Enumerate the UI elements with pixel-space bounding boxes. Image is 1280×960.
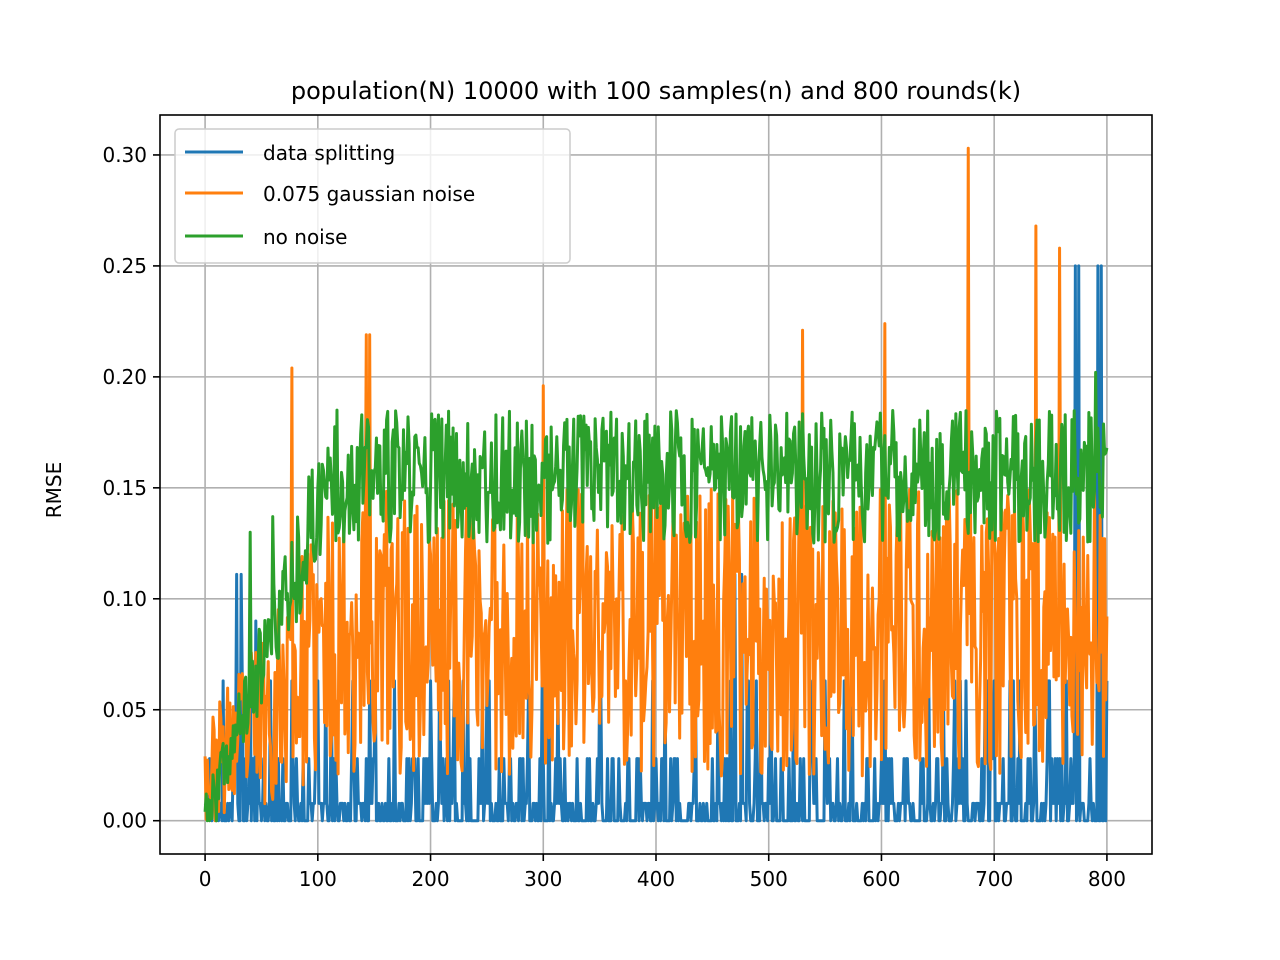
y-tick-label: 0.10 xyxy=(102,587,147,611)
series-lines xyxy=(203,146,1109,823)
axis-ticks: 0 100 200 300 400 500 600 700 800 0.00 0.05 0.10 0.1… xyxy=(102,143,1126,891)
legend-label-no-noise: no noise xyxy=(263,225,347,249)
series-line-no-noise xyxy=(203,370,1109,823)
x-tick-label: 600 xyxy=(862,867,900,891)
y-tick-label: 0.00 xyxy=(102,809,147,833)
legend-label-gaussian-noise: 0.075 gaussian noise xyxy=(263,182,475,206)
series-line-data-splitting xyxy=(203,264,1109,823)
y-tick-label: 0.05 xyxy=(102,698,147,722)
x-tick-label: 300 xyxy=(524,867,562,891)
y-tick-label: 0.15 xyxy=(102,476,147,500)
x-tick-label: 800 xyxy=(1088,867,1126,891)
x-tick-label: 500 xyxy=(750,867,788,891)
y-axis-title: RMSE xyxy=(42,462,66,518)
legend: data splitting 0.075 gaussian noise no n… xyxy=(174,128,571,264)
legend-label-data-splitting: data splitting xyxy=(263,141,395,165)
x-tick-label: 200 xyxy=(411,867,449,891)
x-tick-label: 0 xyxy=(199,867,212,891)
chart-title: population(N) 10000 with 100 samples(n) … xyxy=(291,77,1021,105)
x-tick-label: 100 xyxy=(299,867,337,891)
legend-box xyxy=(174,128,571,264)
y-tick-label: 0.30 xyxy=(102,143,147,167)
y-tick-label: 0.20 xyxy=(102,365,147,389)
y-tick-label: 0.25 xyxy=(102,254,147,278)
x-tick-label: 400 xyxy=(637,867,675,891)
x-tick-label: 700 xyxy=(975,867,1013,891)
